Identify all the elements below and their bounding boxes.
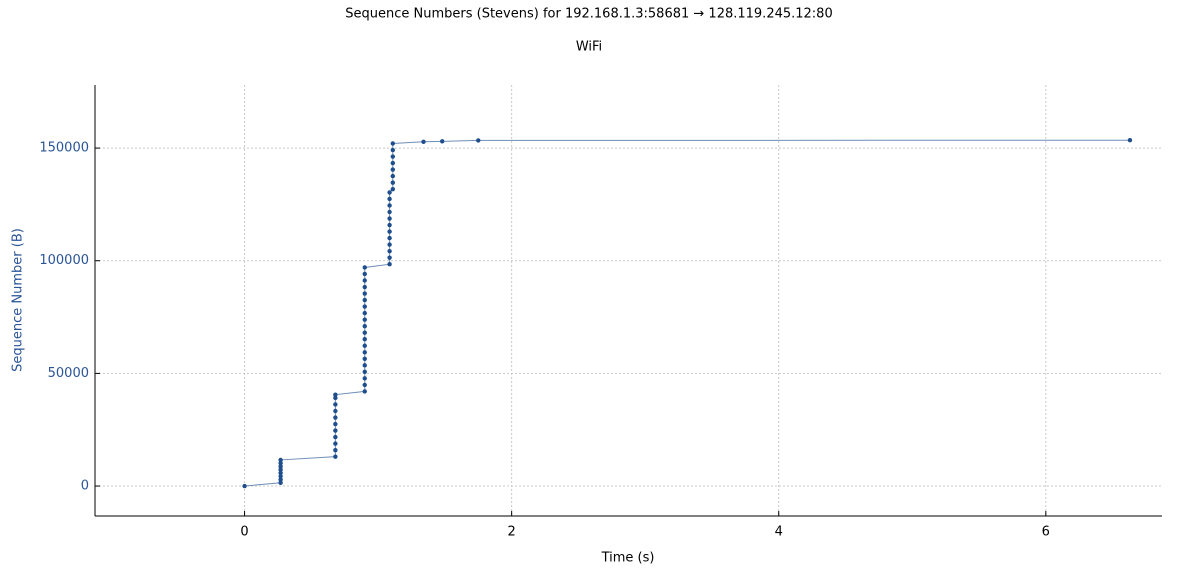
data-point [362,284,367,290]
data-point [278,477,283,482]
data-point [362,337,367,342]
data-point [362,271,367,277]
data-point [362,291,367,296]
data-point [333,454,338,459]
data-point [387,261,392,267]
data-point [390,141,395,146]
data-point [362,323,367,329]
data-point [278,464,283,469]
data-point [387,209,392,215]
data-point [440,139,445,144]
data-point [387,190,392,195]
data-point [362,304,367,309]
data-point [333,447,338,453]
data-point [362,350,367,355]
data-point [362,265,367,270]
data-point [333,392,338,397]
data-point [390,160,395,166]
data-point [278,457,283,463]
data-point [390,173,395,179]
series-line [244,139,1130,487]
data-point [333,421,338,427]
data-point [421,139,426,144]
x-tick-label: 2 [508,525,516,540]
y-tick-label: 150000 [39,141,89,156]
data-point [390,154,395,159]
y-tick-label: 50000 [48,366,89,381]
data-point [390,180,395,185]
data-point [387,203,392,208]
data-point [278,460,283,466]
data-point [333,434,338,440]
data-point [387,242,392,247]
data-point [362,310,367,316]
data-point [362,369,367,375]
x-tick-label: 6 [1042,525,1050,540]
x-tick-label: 0 [240,525,248,540]
data-point [278,467,283,472]
data-point [387,229,392,234]
x-axis-label: Time (s) [601,551,655,566]
chart-subtitle: WiFi [576,40,602,55]
data-point [362,382,367,388]
data-point [390,186,395,192]
data-point [278,474,283,479]
data-point [333,415,338,420]
data-point [333,428,338,433]
data-point [387,235,392,241]
data-point [362,363,367,368]
data-point [278,470,283,476]
data-point [362,278,367,283]
data-point [387,248,392,254]
data-point [1127,137,1133,143]
chart-title: Sequence Numbers (Stevens) for 192.168.1… [345,7,832,22]
data-point [362,297,367,303]
data-point [362,376,367,381]
data-point [278,480,283,485]
data-point [362,330,367,335]
data-point [333,441,338,446]
y-axis-label: Sequence Number (B) [11,228,26,372]
data-point [362,343,367,348]
data-point [390,147,395,153]
data-point [362,317,367,322]
data-point [390,167,395,172]
y-tick-label: 100000 [39,253,89,268]
data-point [242,483,247,489]
data-point [362,356,367,362]
data-point [333,402,338,407]
data-point [387,222,392,228]
data-point [387,255,392,260]
data-point [362,389,367,394]
x-tick-label: 4 [775,525,783,540]
data-point [387,196,392,202]
data-point [333,395,338,401]
data-point [387,216,392,221]
data-point [333,408,338,414]
y-tick-label: 0 [81,479,89,494]
data-point [476,138,481,143]
